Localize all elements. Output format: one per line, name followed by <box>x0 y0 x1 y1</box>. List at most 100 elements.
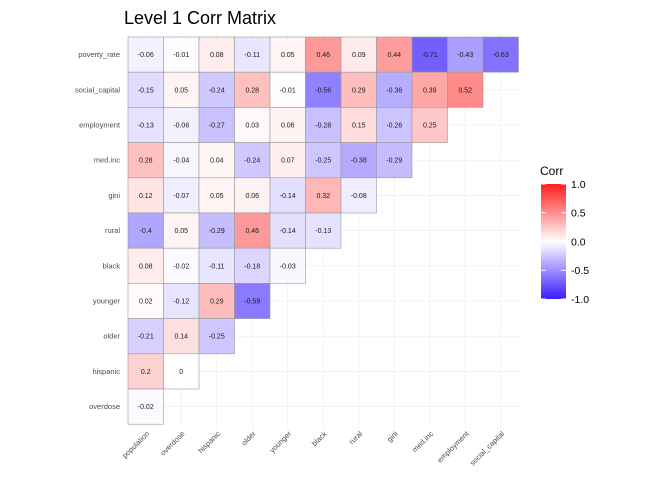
cell-value-label: 0.32 <box>316 193 330 200</box>
cell-value-label: 0.05 <box>210 193 224 200</box>
cell-value-label: 0.05 <box>174 228 188 235</box>
heatmap-cell <box>163 212 200 249</box>
heatmap-cell <box>198 212 235 249</box>
legend-tick-label: 1.0 <box>571 179 586 191</box>
heatmap-cell <box>198 71 235 108</box>
heatmap-cell <box>163 71 200 108</box>
cell-value-label: -0.03 <box>280 263 296 270</box>
cell-value-label: -0.59 <box>244 299 260 306</box>
cell-value-label: 0.39 <box>423 87 437 94</box>
y-tick-label: med.inc <box>94 156 121 165</box>
legend-tick-label: -1.0 <box>571 294 589 306</box>
cell-value-label: 0.28 <box>139 158 153 165</box>
cell-value-label: -0.14 <box>280 193 296 200</box>
y-tick-label: rural <box>105 226 120 235</box>
cell-value-label: -0.56 <box>315 87 331 94</box>
cell-value-label: -0.21 <box>138 334 154 341</box>
legend-tick-label: 0.5 <box>571 208 586 220</box>
heatmap-cell <box>305 177 342 214</box>
y-tick-label: black <box>102 261 120 270</box>
cell-value-label: 0.25 <box>423 123 437 130</box>
legend: Corr 1.0 0.5 0.0 -0.5 -1.0 <box>540 164 589 306</box>
heatmap-cell <box>305 212 342 249</box>
cell-value-label: 0.06 <box>281 123 295 130</box>
heatmap-cell <box>376 107 413 143</box>
heatmap-cell <box>411 36 448 73</box>
x-tick-label: older <box>240 429 259 448</box>
cell-value-label: -0.4 <box>140 228 152 235</box>
heatmap-cell <box>198 318 235 355</box>
x-tick-label: employment <box>435 429 471 465</box>
cell-value-label: -0.24 <box>209 87 225 94</box>
heatmap-cell <box>411 71 448 108</box>
cell-value-label: 0.46 <box>245 228 259 235</box>
x-axis-labels: population overdose hispanic older younger bl… <box>120 429 506 468</box>
heatmap-cell <box>163 247 200 284</box>
heatmap-cell <box>163 177 200 214</box>
cell-value-label: 0.05 <box>174 87 188 94</box>
heatmap-cell <box>340 142 377 179</box>
cell-value-label: 0.44 <box>387 52 401 59</box>
heatmap-cell <box>269 212 306 249</box>
heatmap-cell <box>447 71 484 108</box>
cell-value-label: 0.07 <box>281 158 295 165</box>
cell-value-label: -0.02 <box>138 404 154 411</box>
heatmap-cell <box>376 142 413 179</box>
y-tick-label: employment <box>79 121 121 130</box>
heatmap-cell <box>127 353 164 390</box>
cell-value-label: 0.2 <box>141 369 151 376</box>
x-tick-label: population <box>120 429 151 460</box>
cell-value-label: -0.08 <box>351 193 367 200</box>
cell-value-label: 0.02 <box>139 299 153 306</box>
cell-value-label: 0.12 <box>139 193 153 200</box>
cell-value-label: -0.25 <box>315 158 331 165</box>
cell-value-label: -0.14 <box>280 228 296 235</box>
heatmap-cell <box>127 247 164 284</box>
heatmap-cell <box>305 107 342 143</box>
heatmap-cell <box>127 142 164 179</box>
x-tick-label: younger <box>268 429 294 455</box>
heatmap-cell <box>198 107 235 143</box>
heatmap-cell <box>305 142 342 179</box>
cell-value-label: -0.04 <box>173 158 189 165</box>
heatmap-cell <box>305 36 342 73</box>
x-tick-label: rural <box>347 429 364 446</box>
x-tick-label: hispanic <box>196 429 222 455</box>
cell-value-label: -0.36 <box>386 87 402 94</box>
x-tick-label: black <box>310 429 329 448</box>
cell-value-label: 0.06 <box>245 193 259 200</box>
cell-value-label: -0.38 <box>351 158 367 165</box>
cell-value-label: -0.28 <box>315 123 331 130</box>
legend-tick-label: 0.0 <box>571 236 586 248</box>
cell-value-label: -0.27 <box>209 123 225 130</box>
cell-value-label: -0.06 <box>138 52 154 59</box>
y-tick-label: overdose <box>89 402 120 411</box>
y-tick-label: poverty_rate <box>78 50 120 59</box>
heatmap-cell <box>269 247 306 284</box>
cell-value-label: 0.52 <box>458 87 472 94</box>
heatmap-cell <box>163 353 200 390</box>
cell-value-label: 0.04 <box>210 158 224 165</box>
heatmap-cell <box>340 36 377 73</box>
y-tick-label: social_capital <box>75 85 120 94</box>
cell-value-label: 0.29 <box>210 299 224 306</box>
cell-value-label: 0.05 <box>281 52 295 59</box>
legend-tick-label: -0.5 <box>571 265 589 277</box>
cell-value-label: -0.18 <box>244 263 260 270</box>
y-tick-label: gini <box>108 191 120 200</box>
cell-value-label: -0.24 <box>244 158 260 165</box>
x-tick-label: overdose <box>158 429 186 457</box>
cell-value-label: -0.01 <box>173 52 189 59</box>
heatmap-cell <box>340 71 377 108</box>
cell-value-label: 0.14 <box>174 334 188 341</box>
heatmap-cell <box>234 283 271 319</box>
cell-value-label: 0.29 <box>352 87 366 94</box>
heatmap-cell <box>482 36 519 73</box>
y-tick-label: older <box>103 332 120 341</box>
heatmap-cell <box>234 212 271 249</box>
cell-value-label: -0.15 <box>138 87 154 94</box>
x-tick-label: med.inc <box>410 429 435 454</box>
cell-value-label: -0.13 <box>315 228 331 235</box>
cell-value-label: -0.43 <box>457 52 473 59</box>
cell-value-label: 0.08 <box>210 52 224 59</box>
